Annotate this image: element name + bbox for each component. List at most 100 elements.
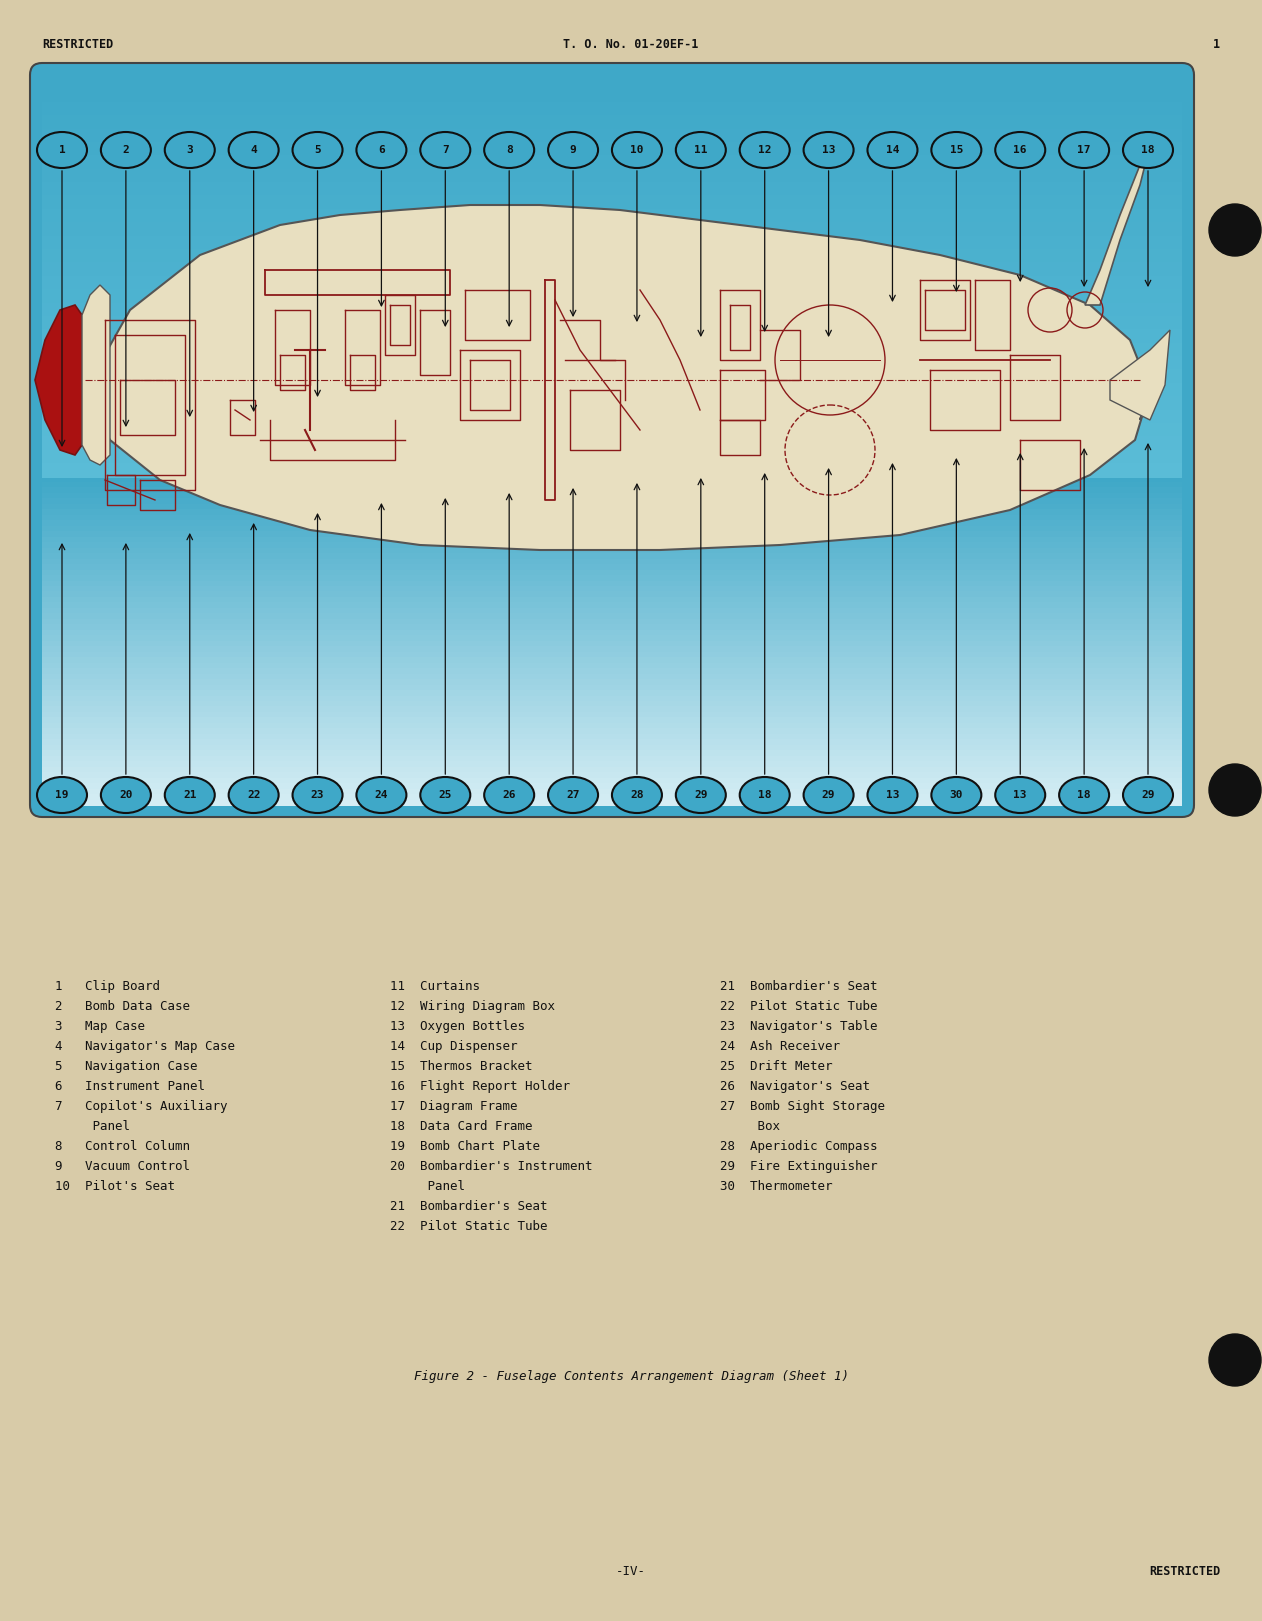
Bar	[42, 762, 1182, 768]
Text: 18: 18	[758, 789, 771, 801]
Ellipse shape	[931, 131, 982, 169]
Ellipse shape	[1123, 776, 1172, 814]
Text: 27: 27	[567, 789, 579, 801]
Ellipse shape	[1059, 131, 1109, 169]
Ellipse shape	[996, 131, 1045, 169]
Text: 29  Fire Extinguisher: 29 Fire Extinguisher	[721, 1161, 877, 1174]
Bar	[42, 564, 1182, 571]
Text: 27  Bomb Sight Storage: 27 Bomb Sight Storage	[721, 1101, 885, 1114]
Text: 8   Control Column: 8 Control Column	[56, 1140, 191, 1153]
Bar	[42, 613, 1182, 619]
Bar	[42, 788, 1182, 794]
Bar	[42, 303, 1182, 316]
Text: 4   Navigator's Map Case: 4 Navigator's Map Case	[56, 1041, 235, 1054]
Text: 28  Aperiodic Compass: 28 Aperiodic Compass	[721, 1140, 877, 1153]
Bar	[42, 128, 1182, 143]
Bar	[42, 767, 1182, 773]
Bar	[42, 383, 1182, 397]
Text: 25  Drift Meter: 25 Drift Meter	[721, 1060, 833, 1073]
Bar	[42, 799, 1182, 806]
Bar	[42, 464, 1182, 478]
Ellipse shape	[165, 776, 215, 814]
Text: 28: 28	[630, 789, 644, 801]
Ellipse shape	[37, 131, 87, 169]
Ellipse shape	[676, 776, 726, 814]
Bar	[42, 89, 1182, 102]
Text: 3: 3	[187, 144, 193, 156]
Text: 11  Curtains: 11 Curtains	[390, 981, 480, 994]
Ellipse shape	[612, 776, 663, 814]
Text: 12  Wiring Diagram Box: 12 Wiring Diagram Box	[390, 1000, 555, 1013]
Circle shape	[1209, 763, 1261, 815]
Text: 23: 23	[310, 789, 324, 801]
Text: 4: 4	[250, 144, 257, 156]
Ellipse shape	[101, 131, 151, 169]
Text: 22  Pilot Static Tube: 22 Pilot Static Tube	[390, 1221, 548, 1234]
Text: T. O. No. 01-20EF-1: T. O. No. 01-20EF-1	[563, 37, 699, 50]
Bar	[42, 488, 1182, 494]
Text: 14  Cup Dispenser: 14 Cup Dispenser	[390, 1041, 517, 1054]
Text: 10  Pilot's Seat: 10 Pilot's Seat	[56, 1180, 175, 1193]
Bar	[42, 772, 1182, 778]
Ellipse shape	[804, 131, 853, 169]
Ellipse shape	[485, 776, 534, 814]
Bar	[42, 156, 1182, 170]
Ellipse shape	[228, 131, 279, 169]
Bar	[42, 707, 1182, 713]
Text: 16: 16	[1013, 144, 1027, 156]
Bar	[42, 498, 1182, 504]
Ellipse shape	[867, 776, 917, 814]
Bar	[42, 663, 1182, 669]
Bar	[42, 778, 1182, 785]
Polygon shape	[1111, 331, 1170, 420]
Bar	[42, 102, 1182, 117]
Bar	[42, 520, 1182, 527]
Bar	[42, 370, 1182, 384]
Bar	[42, 541, 1182, 548]
Text: 9   Vacuum Control: 9 Vacuum Control	[56, 1161, 191, 1174]
Text: 7: 7	[442, 144, 449, 156]
Text: 13: 13	[1013, 789, 1027, 801]
Ellipse shape	[1059, 776, 1109, 814]
Text: 2: 2	[122, 144, 129, 156]
Text: 19  Bomb Chart Plate: 19 Bomb Chart Plate	[390, 1140, 540, 1153]
Bar	[42, 684, 1182, 691]
Bar	[42, 657, 1182, 663]
Polygon shape	[85, 204, 1150, 550]
Ellipse shape	[101, 776, 151, 814]
Bar	[42, 619, 1182, 626]
Bar	[42, 695, 1182, 702]
Text: 6   Instrument Panel: 6 Instrument Panel	[56, 1080, 204, 1093]
Text: 29: 29	[1141, 789, 1155, 801]
Text: 25: 25	[438, 789, 452, 801]
Ellipse shape	[228, 776, 279, 814]
Text: 18: 18	[1078, 789, 1090, 801]
Text: 1: 1	[1213, 37, 1220, 50]
Ellipse shape	[740, 776, 790, 814]
Bar	[42, 631, 1182, 637]
Bar	[42, 509, 1182, 515]
Text: 15: 15	[949, 144, 963, 156]
Text: 29: 29	[694, 789, 708, 801]
Text: RESTRICTED: RESTRICTED	[1148, 1564, 1220, 1577]
Bar	[42, 668, 1182, 674]
Bar	[42, 316, 1182, 331]
Bar	[42, 504, 1182, 511]
Bar	[42, 783, 1182, 789]
Text: 13: 13	[822, 144, 835, 156]
Text: 8: 8	[506, 144, 512, 156]
Ellipse shape	[485, 131, 534, 169]
Ellipse shape	[740, 131, 790, 169]
Bar	[42, 691, 1182, 697]
Circle shape	[1209, 204, 1261, 256]
Text: 10: 10	[630, 144, 644, 156]
Text: 30: 30	[949, 789, 963, 801]
Bar	[42, 209, 1182, 224]
Bar	[42, 755, 1182, 762]
Bar	[42, 652, 1182, 658]
Bar	[42, 196, 1182, 209]
Ellipse shape	[356, 776, 406, 814]
Bar	[42, 515, 1182, 522]
Text: 9: 9	[569, 144, 577, 156]
Bar	[42, 481, 1182, 488]
